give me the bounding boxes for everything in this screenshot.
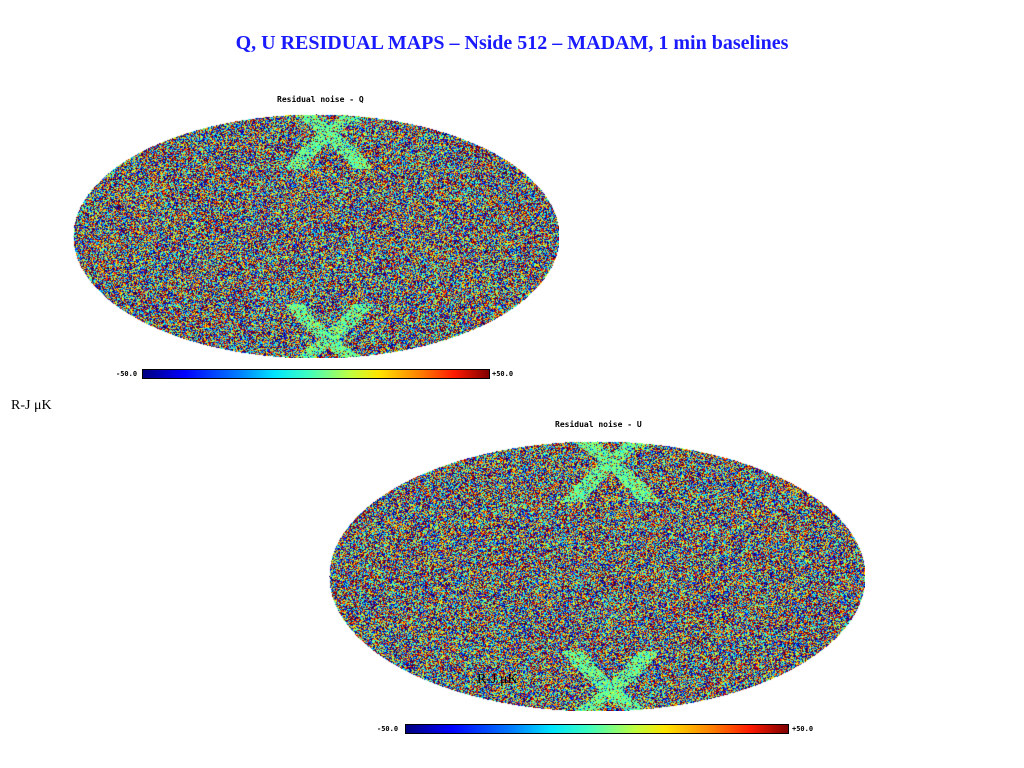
slide-title: Q, U RESIDUAL MAPS – Nside 512 – MADAM, …: [235, 32, 789, 54]
q-colorbar-min-label: -50.0: [116, 370, 138, 378]
u-map-title: Residual noise - U: [555, 420, 642, 429]
u-colorbar: [405, 724, 789, 734]
u-map-canvas: [329, 441, 865, 711]
q-unit-label: R-J μK: [11, 398, 52, 413]
q-map-title: Residual noise - Q: [277, 95, 364, 104]
q-residual-map: [73, 114, 559, 358]
u-unit-label: R-J μK: [477, 672, 518, 687]
u-residual-map: [329, 441, 865, 711]
q-colorbar: [142, 369, 490, 379]
u-colorbar-max-label: +50.0: [792, 725, 814, 733]
q-colorbar-max-label: +50.0: [492, 370, 514, 378]
q-map-canvas: [73, 114, 559, 358]
u-colorbar-min-label: -50.0: [377, 725, 399, 733]
